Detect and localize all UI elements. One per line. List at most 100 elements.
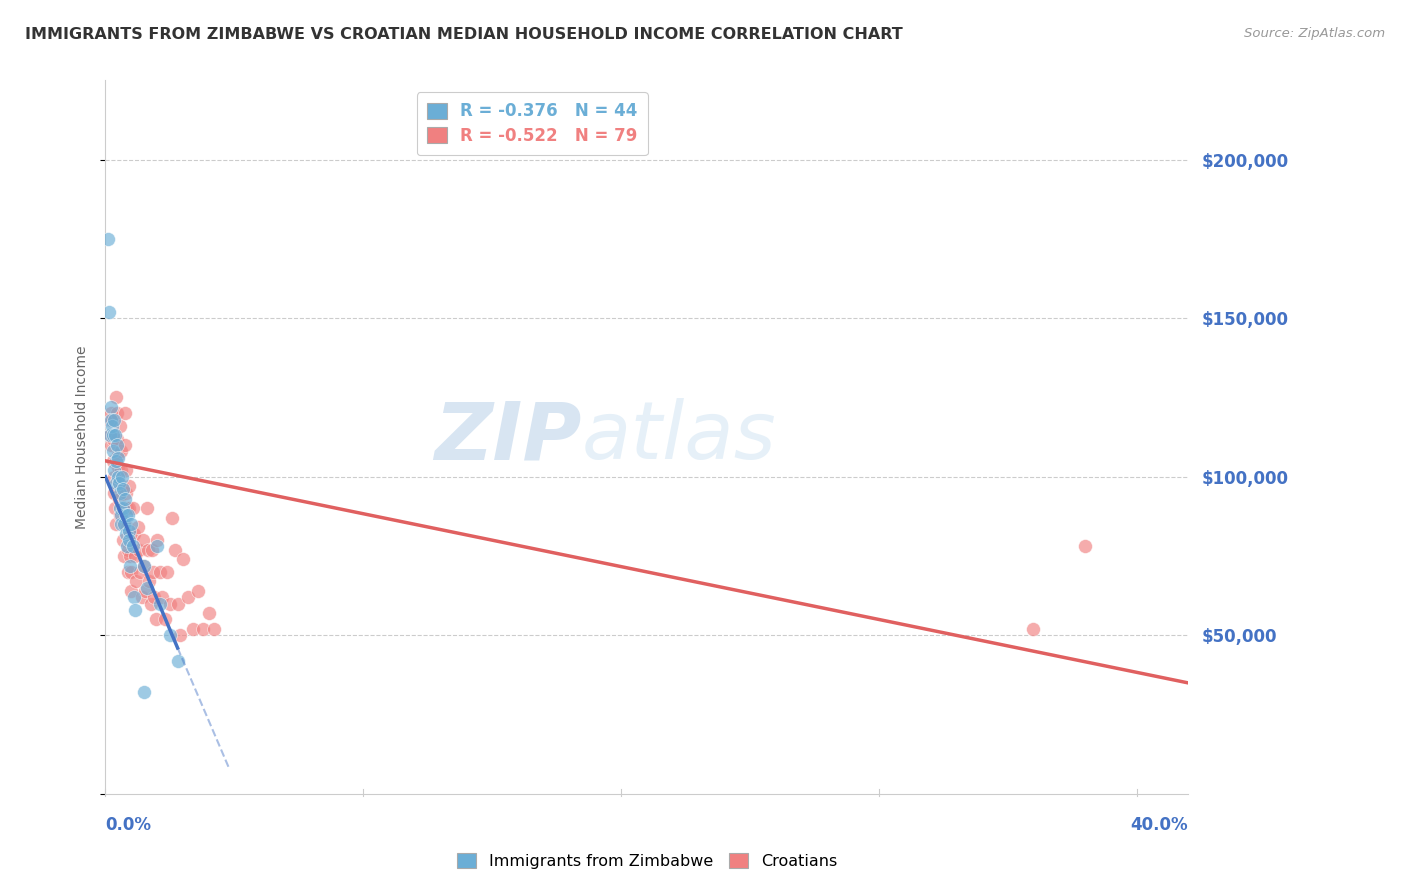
Point (146, 540, 169, 554)
Point (114, 406, 136, 420)
Legend: Immigrants from Zimbabwe, Croatians: Immigrants from Zimbabwe, Croatians (450, 847, 844, 875)
Point (118, 479, 141, 493)
Point (105, 432, 128, 446)
Point (108, 476, 131, 491)
Point (115, 501, 138, 516)
Point (132, 558, 156, 573)
Point (121, 501, 143, 516)
Text: Source: ZipAtlas.com: Source: ZipAtlas.com (1244, 27, 1385, 40)
Point (112, 501, 135, 516)
Point (114, 463, 136, 477)
Point (111, 469, 134, 483)
Point (104, 454, 127, 468)
Point (172, 552, 194, 566)
Point (111, 479, 134, 493)
Point (114, 491, 136, 506)
Point (108, 476, 131, 491)
Point (117, 542, 139, 557)
Point (134, 583, 156, 598)
Point (101, 432, 124, 446)
Point (112, 517, 135, 532)
Point (104, 428, 127, 442)
Point (98, 412, 121, 426)
Point (124, 549, 146, 563)
Text: 40.0%: 40.0% (1130, 816, 1188, 834)
Point (97, 305, 120, 319)
Point (112, 549, 135, 563)
Point (112, 533, 135, 548)
Point (100, 400, 122, 414)
Point (118, 558, 141, 573)
Point (114, 438, 136, 452)
Point (101, 428, 124, 442)
Point (110, 517, 132, 532)
Point (118, 501, 141, 516)
Point (110, 501, 132, 516)
Point (100, 438, 122, 452)
Point (101, 412, 124, 426)
Text: 0.0%: 0.0% (105, 816, 152, 834)
Point (166, 654, 188, 668)
Point (145, 612, 167, 626)
Point (115, 526, 138, 541)
Point (136, 542, 159, 557)
Point (193, 622, 215, 636)
Point (150, 591, 173, 605)
Point (124, 603, 146, 617)
Point (107, 469, 129, 483)
Point (104, 517, 127, 532)
Point (162, 511, 184, 525)
Point (131, 591, 153, 605)
Point (115, 520, 138, 534)
Point (120, 549, 142, 563)
Point (141, 542, 163, 557)
Point (149, 597, 172, 611)
Point (132, 685, 156, 699)
Point (105, 438, 128, 452)
Y-axis label: Median Household Income: Median Household Income (76, 345, 90, 529)
Point (146, 533, 169, 548)
Point (114, 508, 136, 522)
Legend: R = -0.376   N = 44, R = -0.522   N = 79: R = -0.376 N = 44, R = -0.522 N = 79 (418, 92, 648, 155)
Point (108, 485, 131, 500)
Point (122, 591, 145, 605)
Point (156, 565, 179, 579)
Point (127, 520, 149, 534)
Point (187, 583, 209, 598)
Point (110, 419, 132, 434)
Point (125, 574, 148, 589)
Point (108, 508, 131, 522)
Point (115, 485, 138, 500)
Point (100, 406, 122, 420)
Text: atlas: atlas (582, 398, 776, 476)
Point (121, 540, 143, 554)
Point (110, 444, 132, 458)
Point (98, 428, 121, 442)
Point (115, 540, 138, 554)
Point (108, 491, 131, 506)
Point (153, 612, 176, 626)
Point (165, 542, 187, 557)
Point (120, 517, 142, 532)
Point (197, 606, 219, 620)
Point (103, 454, 125, 468)
Point (103, 485, 125, 500)
Point (132, 558, 156, 573)
Point (128, 542, 150, 557)
Point (117, 508, 139, 522)
Point (110, 508, 132, 522)
Point (107, 450, 129, 465)
Point (169, 628, 191, 642)
Point (139, 597, 162, 611)
Point (111, 517, 134, 532)
Point (202, 622, 225, 636)
Text: IMMIGRANTS FROM ZIMBABWE VS CROATIAN MEDIAN HOUSEHOLD INCOME CORRELATION CHART: IMMIGRANTS FROM ZIMBABWE VS CROATIAN MED… (25, 27, 903, 42)
Point (103, 463, 125, 477)
Point (103, 469, 125, 483)
Point (117, 565, 139, 579)
Point (120, 565, 142, 579)
Point (118, 524, 141, 538)
Point (122, 526, 145, 541)
Point (177, 591, 200, 605)
Point (181, 622, 204, 636)
